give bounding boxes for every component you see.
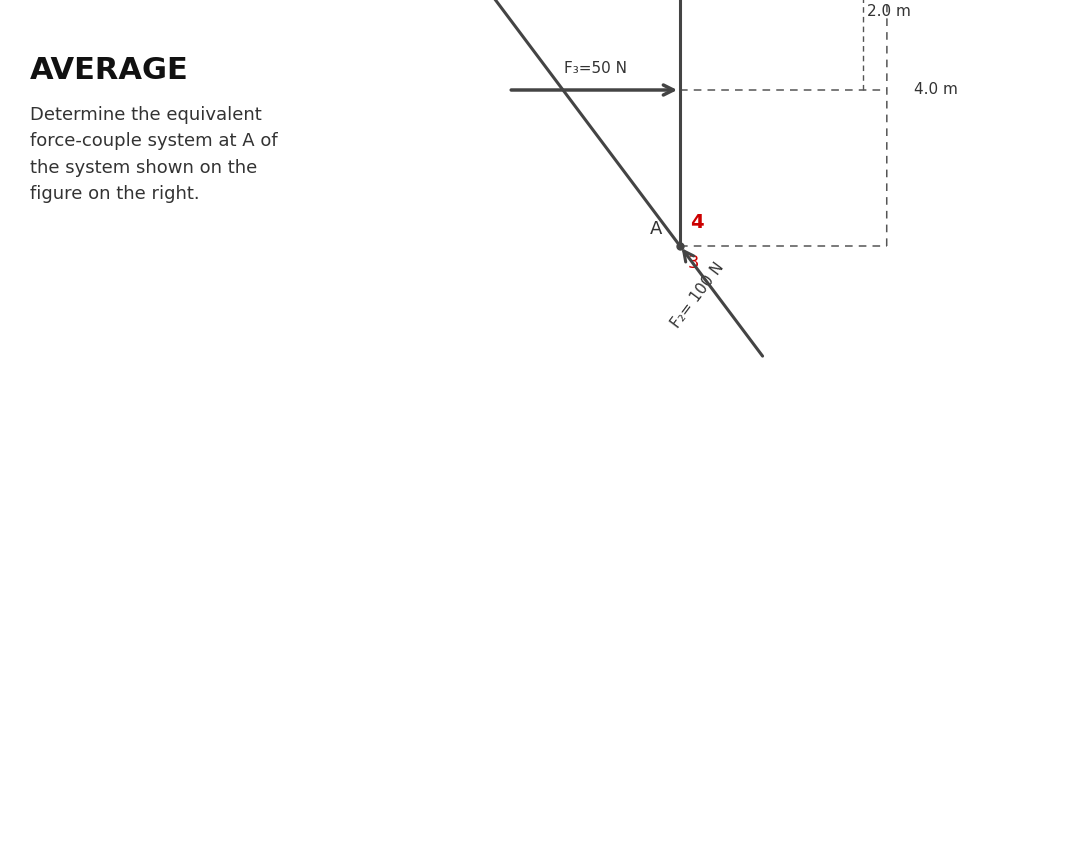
Text: F₃=50 N: F₃=50 N [564,61,627,76]
Text: 3: 3 [688,254,700,272]
Text: A: A [650,220,662,238]
Text: 4.0 m: 4.0 m [914,82,958,98]
Text: 2.0 m: 2.0 m [867,4,912,20]
Point [672,239,689,253]
Text: 4: 4 [690,213,704,232]
Text: F₂= 100 N: F₂= 100 N [669,260,728,331]
Text: AVERAGE: AVERAGE [30,56,189,85]
Text: Determine the equivalent
force-couple system at A of
the system shown on the
fig: Determine the equivalent force-couple sy… [30,106,278,204]
